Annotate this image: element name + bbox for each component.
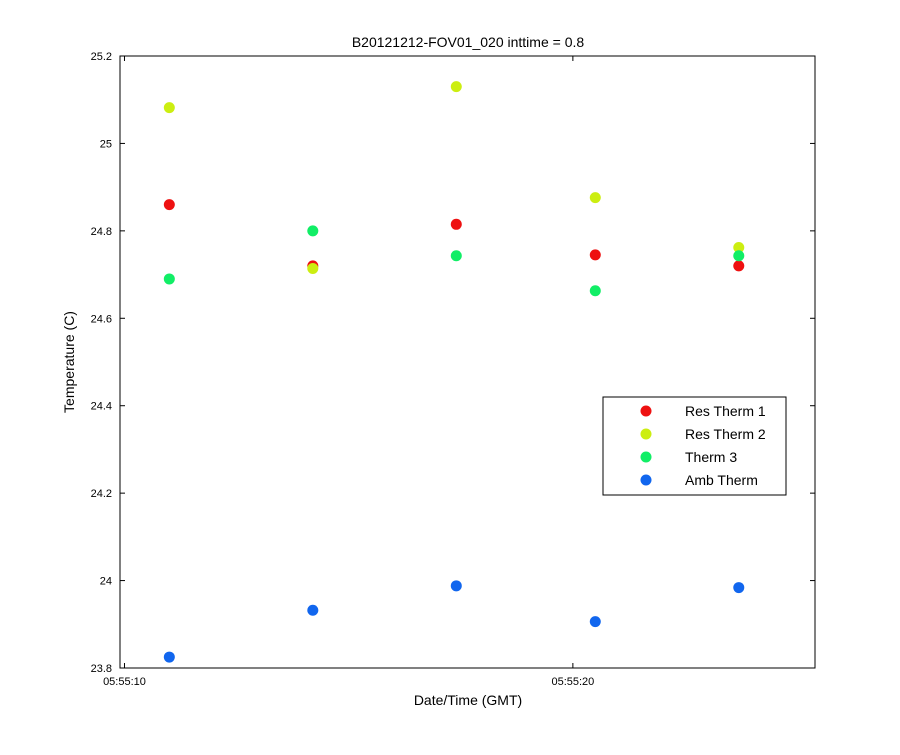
legend: Res Therm 1 Res Therm 2 Therm 3 Amb Therm [602,396,787,496]
y-tick-label: 24.6 [91,313,112,325]
data-points [163,81,745,663]
y-tick-label: 25.2 [91,51,112,63]
data-point [733,582,745,594]
legend-label: Res Therm 1 [685,403,766,419]
legend-label: Therm 3 [685,449,737,465]
x-axis: 05:55:10 05:55:20 [103,56,594,688]
chart-title: B20121212-FOV01_020 inttime = 0.8 [352,34,585,50]
legend-label: Res Therm 2 [685,426,766,442]
y-tick-label: 24.8 [91,226,112,238]
data-point [163,102,175,114]
plot-area [119,55,816,669]
data-point [163,273,175,285]
y-axis-label: Temperature (C) [61,311,77,413]
x-tick-label: 05:55:10 [103,676,146,688]
data-point [450,81,462,93]
data-point [733,241,745,253]
data-point [733,250,745,262]
y-tick-label: 24.2 [91,488,112,500]
y-axis: 23.8 24 24.2 24.4 24.6 24.8 25 25.2 [91,51,815,675]
legend-box [602,396,787,496]
data-point [450,580,462,592]
y-tick-label: 24 [100,576,112,588]
x-tick-label: 05:55:20 [551,676,594,688]
data-point [163,199,175,211]
data-point [450,218,462,230]
data-point [307,262,319,274]
legend-marker [640,405,652,417]
legend-label: Amb Therm [685,472,758,488]
data-point [589,285,601,297]
series-res-therm-2 [163,81,745,274]
data-point [450,250,462,262]
x-axis-label: Date/Time (GMT) [414,692,522,708]
y-tick-label: 23.8 [91,663,112,675]
series-amb-therm [163,580,745,663]
legend-marker [640,474,652,486]
y-tick-label: 24.4 [91,401,112,413]
data-point [589,616,601,628]
data-point [589,192,601,204]
data-point [307,225,319,237]
data-point [307,604,319,616]
data-point [589,249,601,261]
y-tick-label: 25 [100,138,112,150]
legend-marker [640,428,652,440]
data-point [733,260,745,272]
series-therm-3 [163,225,745,297]
data-point [163,651,175,663]
series-res-therm-1 [163,199,745,272]
legend-marker [640,451,652,463]
